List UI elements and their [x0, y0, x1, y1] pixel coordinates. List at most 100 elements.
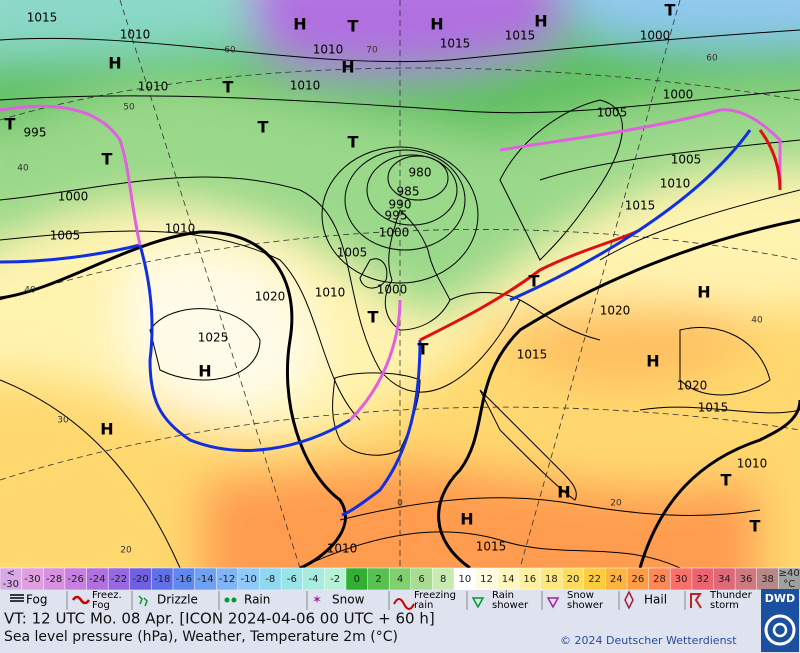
pressure-center: H — [697, 283, 710, 302]
pressure-center: H — [198, 362, 211, 381]
isobar-label: 1010 — [313, 43, 344, 57]
pressure-center: T — [665, 1, 676, 20]
legend-label: Fog — [26, 593, 47, 607]
scale-label: 4 — [397, 574, 403, 585]
graticule-label: 40 — [751, 316, 763, 326]
pressure-center: H — [108, 54, 121, 73]
isobar-label: 1015 — [625, 199, 656, 213]
graticule-label: 50 — [123, 103, 135, 113]
pressure-center: H — [341, 58, 354, 77]
isobar-label: 995 — [24, 126, 47, 140]
isobar-label: 1015 — [440, 37, 471, 51]
legend-label: Snow shower — [567, 590, 604, 611]
legend-label: Thunder storm — [709, 590, 753, 611]
pressure-center: T — [348, 133, 359, 152]
legend-label: Snow — [332, 593, 365, 607]
isobar-label: 1005 — [671, 153, 702, 167]
scale-label: 32 — [696, 574, 709, 585]
isobar-label: 1015 — [27, 11, 58, 25]
scale-label: 8 — [440, 574, 446, 585]
scale-label: -20 — [132, 574, 148, 585]
pressure-center: H — [460, 510, 473, 529]
scale-label: -24 — [89, 574, 105, 585]
isobar-label: 1010 — [165, 222, 196, 236]
pressure-center: T — [223, 78, 234, 97]
scale-label: 26 — [631, 574, 644, 585]
graticule-label: 20 — [120, 546, 132, 556]
isobar-label: 1010 — [315, 286, 346, 300]
graticule-label: 20 — [610, 499, 622, 509]
legend-icon — [231, 597, 237, 603]
scale-label: -18 — [154, 574, 170, 585]
isobar-label: 1010 — [290, 79, 321, 93]
isobar-label: 1025 — [198, 331, 229, 345]
isobars — [0, 29, 800, 568]
scale-label: 6 — [418, 574, 424, 585]
scale-label: 38 — [761, 574, 774, 585]
scale-label: -10 — [240, 574, 256, 585]
isobar-label: 1010 — [660, 177, 691, 191]
isobar-label: 1015 — [476, 540, 507, 554]
scale-label: 20 — [567, 574, 580, 585]
pressure-center: T — [529, 272, 540, 291]
scale-label: -30 — [24, 574, 40, 585]
legend-icon — [393, 598, 415, 610]
legend-icon — [138, 595, 148, 607]
graticule-label: 30 — [57, 416, 69, 426]
scale-label: 10 — [458, 574, 471, 585]
weather-legend: Fog Freez. Fog Drizzle Rain ✶ Snow Freezing rain… — [10, 590, 753, 611]
isobar-label: 1020 — [600, 304, 631, 318]
isobar-label: 1000 — [58, 190, 89, 204]
isobar-label: 1000 — [379, 226, 410, 240]
logo-box — [761, 589, 799, 652]
legend-label: Freez. Fog — [92, 590, 122, 611]
isobar-label: 1005 — [50, 229, 81, 243]
scale-label: 22 — [588, 574, 601, 585]
logo-swirl-inner — [772, 622, 788, 638]
graticule-label: 40 — [24, 286, 36, 296]
legend-label: Drizzle — [157, 593, 198, 607]
isobar-label: 1005 — [337, 246, 368, 260]
scale-label: 14 — [502, 574, 515, 585]
map-labels: 1015 1010 1010 1015 1015 1000 1010 1010 995 1000 1… — [5, 1, 768, 556]
scale-label: 30 — [675, 574, 688, 585]
scale-label: 28 — [653, 574, 666, 585]
pressure-center: H — [100, 420, 113, 439]
scale-label: -22 — [111, 574, 127, 585]
isobar-label: 1020 — [677, 379, 708, 393]
pressure-center: T — [368, 308, 379, 327]
isobar-label: 990 — [389, 198, 412, 212]
pressure-center: T — [102, 150, 113, 169]
graticule — [0, 0, 800, 568]
legend-icon-star: ✶ — [312, 593, 322, 607]
pressure-center: T — [750, 517, 761, 536]
scale-label: 18 — [545, 574, 558, 585]
isobar-label: 1015 — [505, 29, 536, 43]
isobar-label: 1005 — [597, 106, 628, 120]
pressure-center: T — [721, 471, 732, 490]
pressure-center: T — [5, 115, 16, 134]
scale-label: 24 — [610, 574, 623, 585]
color-scale: <-30 -30 -28 -26 -24 -22 -20 -18 -16 -14 -12 -10 -8-… — [0, 567, 800, 591]
description: Sea level pressure (hPa), Weather, Tempe… — [4, 629, 398, 645]
logo-text: DWD — [765, 592, 795, 605]
fronts — [0, 104, 782, 517]
isobar-label: 1020 — [255, 290, 286, 304]
scale-label: -8 — [265, 574, 275, 585]
scale-label: -28 — [46, 574, 62, 585]
legend-label: Freezing rain — [414, 590, 456, 611]
scale-top: ≥40 — [779, 568, 800, 579]
graticule-label: 0 — [397, 499, 403, 509]
isobar-label: 1010 — [327, 542, 358, 556]
isobar-label: 1000 — [640, 29, 671, 43]
legend-icon — [224, 597, 230, 603]
isobar-label: 995 — [385, 209, 408, 223]
legend-label: Hail — [644, 593, 667, 607]
legend-icon — [690, 593, 702, 609]
pressure-center: T — [348, 17, 359, 36]
scale-label: °C — [783, 579, 795, 590]
legend-icon — [71, 595, 91, 605]
pressure-center: H — [646, 352, 659, 371]
